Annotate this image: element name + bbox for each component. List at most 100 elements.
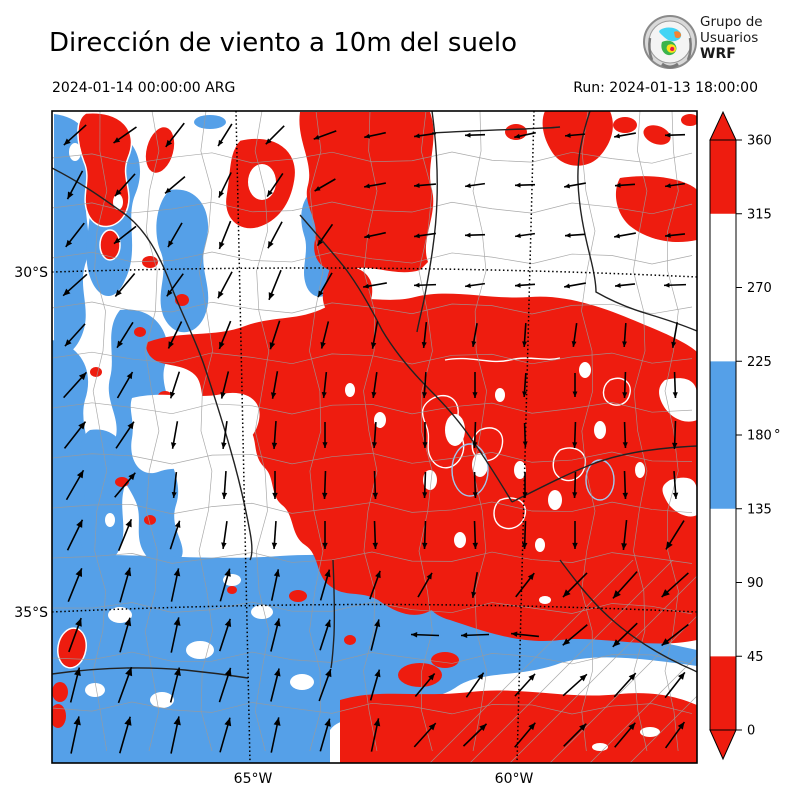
wind-arrow bbox=[562, 673, 588, 697]
wind-arrow bbox=[663, 282, 687, 288]
wind-arrow bbox=[417, 572, 433, 598]
wind-arrow bbox=[117, 666, 133, 704]
wind-arrow bbox=[472, 471, 478, 499]
wind-arrow bbox=[119, 617, 132, 653]
wind-arrow bbox=[472, 520, 479, 550]
wind-arrow bbox=[267, 221, 283, 249]
wind-arrows bbox=[62, 122, 689, 754]
graticule bbox=[52, 111, 697, 763]
wind-arrow bbox=[564, 182, 586, 189]
wind-arrow bbox=[117, 518, 133, 552]
wind-arrow bbox=[170, 617, 181, 653]
colorbar-unit-label: ° bbox=[774, 428, 781, 443]
wind-arrow bbox=[319, 718, 331, 752]
wind-arrow bbox=[218, 618, 232, 652]
run-time-label: Run: 2024-01-13 18:00:00 bbox=[573, 80, 758, 96]
wind-arrow bbox=[64, 323, 86, 347]
wind-arrow bbox=[114, 173, 136, 197]
wind-arrow bbox=[268, 269, 282, 301]
wind-arrow bbox=[422, 471, 428, 499]
wind-arrow bbox=[671, 322, 679, 348]
wind-arrow bbox=[272, 471, 278, 499]
wind-arrow bbox=[369, 570, 381, 600]
wind-arrow bbox=[472, 372, 478, 398]
wind-arrow bbox=[114, 272, 136, 298]
wind-arrow bbox=[320, 321, 330, 349]
logo-text: Grupo de Usuarios WRF bbox=[700, 14, 763, 62]
wind-arrow bbox=[622, 371, 628, 399]
wind-arrow bbox=[62, 273, 88, 297]
wind-arrow bbox=[421, 520, 428, 550]
wind-arrow bbox=[522, 422, 528, 448]
wind-arrow bbox=[413, 183, 437, 188]
globe-seal-icon bbox=[643, 15, 697, 69]
wind-arrow bbox=[621, 519, 628, 551]
wind-arrow bbox=[317, 272, 333, 298]
wind-arrow bbox=[271, 420, 278, 450]
wind-arrow bbox=[63, 124, 87, 146]
wind-arrow bbox=[614, 182, 636, 188]
wind-arrow bbox=[370, 718, 381, 752]
wind-arrow bbox=[66, 170, 84, 200]
logo-line3: WRF bbox=[700, 46, 736, 62]
colorbar-tick-label: 45 bbox=[747, 650, 764, 665]
wind-arrow bbox=[472, 421, 478, 449]
wind-arrow bbox=[67, 568, 83, 602]
wind-arrow bbox=[271, 520, 278, 550]
wind-arrow bbox=[462, 723, 488, 747]
wind-arrow bbox=[514, 131, 536, 139]
wind-arrow bbox=[372, 470, 379, 500]
colorbar: 0 45 90 135 180 225 270 315 360 ° bbox=[709, 110, 781, 761]
colorbar-arrow-bottom bbox=[709, 729, 737, 761]
wind-arrow bbox=[313, 130, 337, 140]
wind-arrow bbox=[671, 420, 678, 450]
wind-arrow bbox=[219, 568, 231, 602]
wind-arrow bbox=[572, 421, 578, 449]
wind-arrow bbox=[564, 132, 586, 138]
wind-arrow bbox=[319, 619, 331, 651]
wind-arrow bbox=[614, 722, 636, 748]
wind-arrow bbox=[672, 371, 678, 399]
wind-arrow bbox=[371, 372, 378, 398]
colorbar-tick-label: 180 bbox=[747, 429, 772, 444]
wind-arrow bbox=[510, 631, 540, 638]
wind-arrow bbox=[413, 232, 437, 239]
wind-arrow bbox=[218, 172, 232, 198]
colorbar-tick-label: 360 bbox=[747, 134, 772, 149]
wind-arrow bbox=[63, 421, 87, 449]
wind-arrow bbox=[571, 323, 578, 347]
wind-arrow bbox=[514, 232, 536, 239]
wind-arrow bbox=[218, 320, 232, 350]
wind-arrow bbox=[68, 617, 82, 653]
wind-arrow bbox=[612, 571, 638, 599]
white-gaps bbox=[69, 143, 697, 751]
lat-label-35s: 35°S bbox=[14, 605, 48, 621]
wind-arrow bbox=[217, 123, 233, 147]
wind-arrow bbox=[372, 520, 379, 550]
wind-arrow bbox=[114, 472, 136, 498]
colorbar-segment bbox=[710, 508, 736, 657]
wind-arrow bbox=[70, 716, 81, 754]
wind-arrow bbox=[622, 421, 628, 449]
lat-label-30s: 30°S bbox=[14, 265, 48, 281]
wind-arrow bbox=[514, 673, 536, 697]
wind-arrow bbox=[169, 520, 181, 550]
colorbar-tick-label: 315 bbox=[747, 207, 772, 222]
wind-arrow bbox=[471, 572, 479, 598]
wind-arrow bbox=[521, 520, 528, 550]
wind-arrow bbox=[522, 322, 527, 348]
wind-arrow bbox=[522, 472, 528, 498]
wind-arrow bbox=[166, 273, 184, 297]
wind-arrow bbox=[167, 222, 183, 248]
wind-arrow bbox=[514, 282, 536, 288]
wind-arrow bbox=[460, 632, 490, 639]
wind-arrow bbox=[410, 631, 440, 638]
valid-time-label: 2024-01-14 00:00:00 ARG bbox=[52, 80, 236, 96]
wind-arrow bbox=[572, 521, 578, 549]
wind-arrow bbox=[664, 671, 686, 699]
wind-arrow bbox=[269, 320, 281, 350]
wind-arrow bbox=[321, 371, 328, 399]
colorbar-tick-label: 135 bbox=[747, 502, 772, 517]
wind-arrow bbox=[421, 371, 428, 399]
